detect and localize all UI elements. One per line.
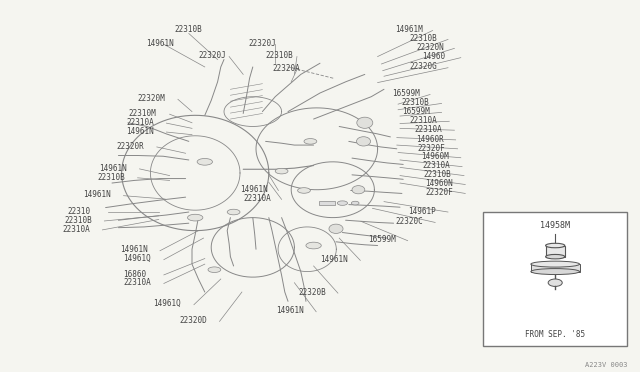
- Ellipse shape: [531, 261, 580, 267]
- Ellipse shape: [306, 242, 321, 249]
- Text: 22310B: 22310B: [266, 51, 293, 60]
- Ellipse shape: [227, 209, 240, 215]
- Ellipse shape: [275, 168, 288, 174]
- Ellipse shape: [545, 254, 565, 259]
- Text: 14961N: 14961N: [240, 185, 268, 194]
- Text: 16599M: 16599M: [402, 107, 429, 116]
- Text: 22310B: 22310B: [402, 98, 429, 107]
- Text: 22310A: 22310A: [124, 278, 151, 287]
- Text: 22320J: 22320J: [198, 51, 226, 60]
- Ellipse shape: [337, 201, 348, 205]
- Text: 22320A: 22320A: [272, 64, 300, 73]
- Text: 22320D: 22320D: [179, 316, 207, 325]
- Text: 16599M: 16599M: [392, 89, 419, 98]
- Text: 22310B: 22310B: [424, 170, 451, 179]
- Text: 22320C: 22320C: [396, 217, 423, 226]
- Ellipse shape: [548, 279, 563, 286]
- Bar: [545, 246, 565, 257]
- Text: 16599M: 16599M: [368, 235, 396, 244]
- Text: FROM SEP. '85: FROM SEP. '85: [525, 330, 585, 339]
- Text: 14961M: 14961M: [396, 25, 423, 34]
- Text: 22320F: 22320F: [417, 144, 445, 153]
- Text: 14960N: 14960N: [426, 179, 453, 188]
- Text: 22320F: 22320F: [426, 188, 453, 197]
- Ellipse shape: [304, 139, 317, 144]
- Text: 22310A: 22310A: [243, 194, 271, 203]
- Text: 14961Q: 14961Q: [154, 299, 181, 308]
- Text: 14961N: 14961N: [120, 246, 148, 254]
- Bar: [531, 264, 580, 272]
- Text: 22320G: 22320G: [410, 62, 437, 71]
- Ellipse shape: [531, 269, 580, 275]
- Text: 14961P: 14961P: [408, 207, 436, 216]
- Ellipse shape: [188, 214, 203, 221]
- Text: 22310A: 22310A: [126, 118, 154, 127]
- Text: 14961N: 14961N: [276, 307, 304, 315]
- Text: 22310B: 22310B: [64, 216, 92, 225]
- Text: 22320M: 22320M: [138, 94, 165, 103]
- Text: 22320R: 22320R: [116, 142, 144, 151]
- Ellipse shape: [298, 187, 310, 193]
- Text: 14960R: 14960R: [416, 135, 444, 144]
- Text: 22310B: 22310B: [175, 25, 203, 34]
- Text: 22310A: 22310A: [62, 225, 90, 234]
- Ellipse shape: [357, 117, 372, 128]
- Text: 22310B: 22310B: [97, 173, 125, 182]
- Ellipse shape: [208, 267, 221, 272]
- Text: 22310A: 22310A: [410, 116, 437, 125]
- Text: 22320J: 22320J: [248, 39, 276, 48]
- Ellipse shape: [356, 137, 371, 146]
- Text: 22310: 22310: [67, 207, 90, 216]
- Text: 16860: 16860: [124, 270, 147, 279]
- Ellipse shape: [351, 201, 359, 205]
- Text: 14961N: 14961N: [146, 39, 173, 48]
- Text: 14960M: 14960M: [421, 153, 449, 161]
- Text: 22310B: 22310B: [410, 34, 437, 43]
- Text: A223V 0003: A223V 0003: [585, 362, 627, 368]
- Text: 14961Q: 14961Q: [124, 254, 151, 263]
- Text: 14960: 14960: [422, 52, 445, 61]
- Ellipse shape: [352, 186, 365, 194]
- Text: 14961N: 14961N: [126, 127, 154, 136]
- Bar: [483, 212, 627, 346]
- Text: 22320N: 22320N: [416, 43, 444, 52]
- Text: 22310M: 22310M: [128, 109, 156, 118]
- Text: 14961N: 14961N: [320, 255, 348, 264]
- Text: 22310A: 22310A: [415, 125, 442, 134]
- Ellipse shape: [197, 158, 212, 165]
- Text: 14961N: 14961N: [99, 164, 127, 173]
- Text: 14961N: 14961N: [83, 190, 111, 199]
- Text: 22310A: 22310A: [422, 161, 450, 170]
- Text: 14958M: 14958M: [540, 221, 570, 230]
- Bar: [319, 201, 335, 205]
- Ellipse shape: [329, 224, 343, 234]
- Ellipse shape: [545, 243, 565, 248]
- Text: 22320B: 22320B: [298, 288, 326, 297]
